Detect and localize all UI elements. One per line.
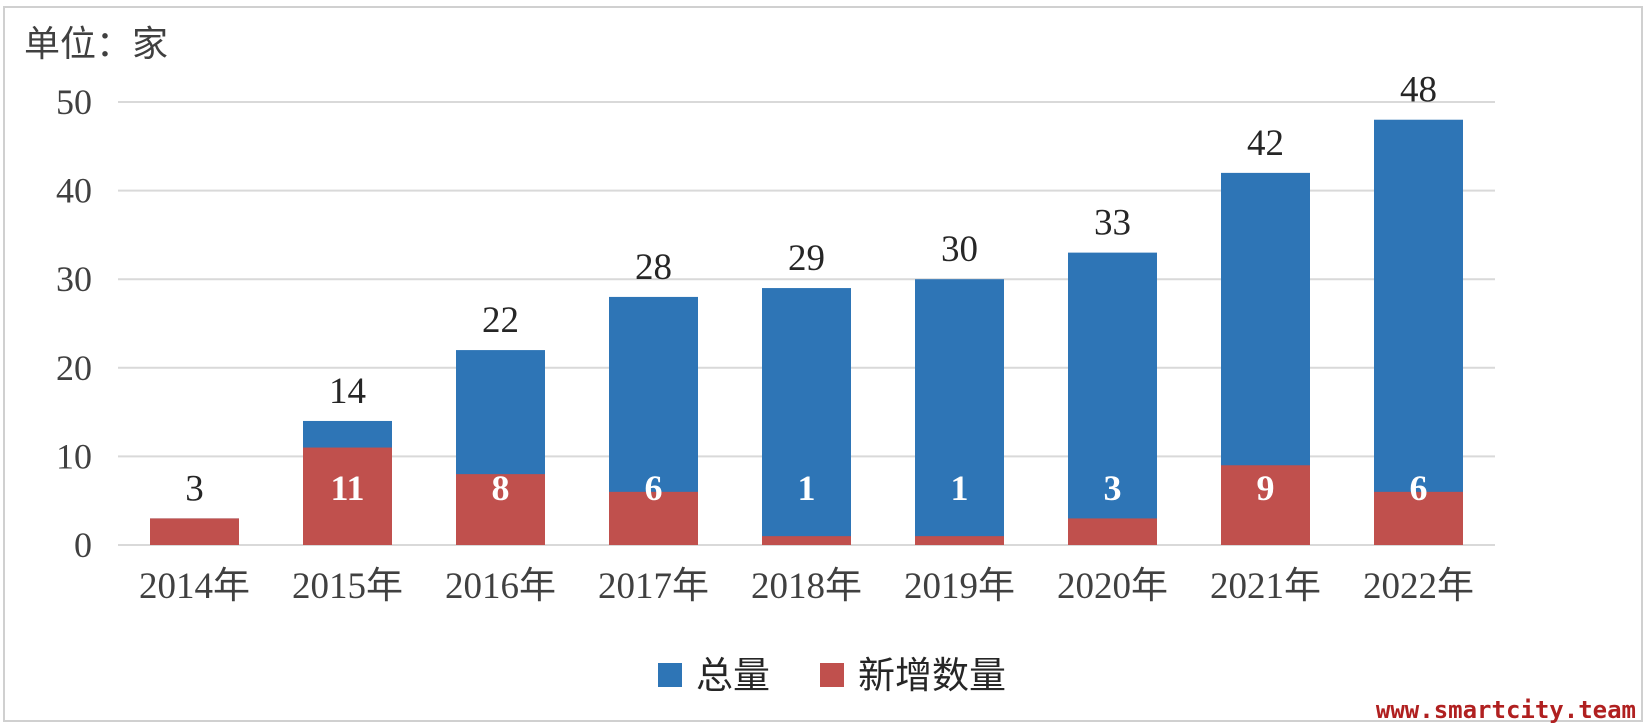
legend-label: 新增数量 xyxy=(858,654,1006,697)
x-tick-label: 2016年 xyxy=(445,565,556,607)
data-label-total: 29 xyxy=(788,238,825,279)
legend-label: 总量 xyxy=(696,654,770,697)
legend-swatch xyxy=(658,663,682,687)
x-tick-label: 2020年 xyxy=(1057,565,1168,607)
legend: 总量 新增数量 xyxy=(658,654,1006,697)
y-tick-label: 30 xyxy=(56,259,92,299)
y-tick-label: 50 xyxy=(56,82,92,122)
data-label-total: 30 xyxy=(941,229,978,270)
x-tick-label: 2018年 xyxy=(751,565,862,607)
data-label-new: 6 xyxy=(1410,468,1428,508)
data-label-new: 3 xyxy=(1104,468,1122,508)
x-tick-label: 2015年 xyxy=(292,565,403,607)
x-tick-label: 2019年 xyxy=(904,565,1015,607)
y-tick-label: 10 xyxy=(56,436,92,476)
y-tick-label: 0 xyxy=(74,525,92,565)
x-tick-label: 2021年 xyxy=(1210,565,1321,607)
y-tick-label: 20 xyxy=(56,348,92,388)
x-axis-ticks: 2014年 2015年 2016年 2017年 2018年 2019年 2020年 2021年… xyxy=(139,565,1474,607)
data-label-total: 33 xyxy=(1094,203,1131,244)
legend-swatch xyxy=(820,663,844,687)
bar-total xyxy=(915,279,1004,545)
bars xyxy=(150,119,1463,545)
data-label-new: 8 xyxy=(492,468,510,508)
bar-new xyxy=(456,474,545,545)
y-axis-ticks: 0 10 20 30 40 50 xyxy=(56,82,92,565)
data-label-new: 11 xyxy=(330,468,364,508)
x-tick-label: 2022年 xyxy=(1363,565,1474,607)
bar-new xyxy=(150,518,239,545)
data-label-total: 14 xyxy=(329,371,366,412)
data-label-total: 28 xyxy=(635,247,672,288)
data-label-new: 1 xyxy=(798,468,816,508)
bar-total xyxy=(1374,119,1463,545)
bar-new xyxy=(303,447,392,545)
bar-new xyxy=(1374,491,1463,545)
data-label-new: 1 xyxy=(951,468,969,508)
unit-label: 单位：家 xyxy=(24,24,168,65)
data-label-new: 9 xyxy=(1257,468,1275,508)
bar-new xyxy=(762,536,851,545)
bar-new xyxy=(609,491,698,545)
data-label-total: 48 xyxy=(1400,70,1437,111)
bar-total xyxy=(762,288,851,545)
data-label-new: 6 xyxy=(645,468,663,508)
bar-total xyxy=(1068,252,1157,545)
bar-new xyxy=(915,536,1004,545)
x-tick-label: 2014年 xyxy=(139,565,250,607)
bar-new xyxy=(1221,465,1310,545)
x-tick-label: 2017年 xyxy=(598,565,709,607)
watermark: www.smartcity.team xyxy=(1375,696,1636,724)
data-label-total: 42 xyxy=(1247,123,1284,164)
data-label-total: 3 xyxy=(185,468,204,509)
bar-new xyxy=(1068,518,1157,545)
y-tick-label: 40 xyxy=(56,171,92,211)
data-label-total: 22 xyxy=(482,300,519,341)
